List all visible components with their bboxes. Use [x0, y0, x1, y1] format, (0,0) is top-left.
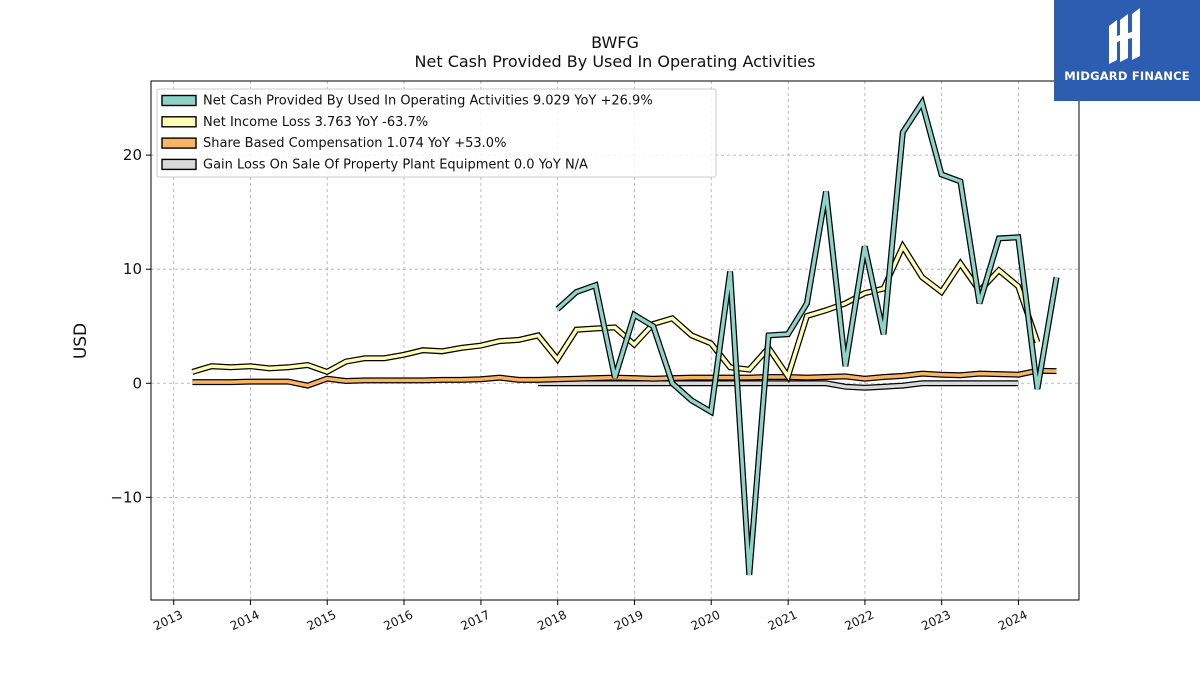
x-axis: 2013 2014 2015 2016 2017 2018 2019 2020 2021 2022…	[151, 600, 1030, 634]
x-tick-label: 2019	[612, 608, 646, 634]
legend-swatch	[161, 94, 197, 107]
chart-title: BWFG	[591, 33, 639, 52]
x-tick-label: 2013	[151, 608, 185, 634]
chart-subtitle: Net Cash Provided By Used In Operating A…	[414, 52, 816, 71]
x-tick-label: 2017	[458, 608, 492, 634]
legend-swatch	[161, 137, 197, 149]
y-tick-label: 10	[123, 260, 142, 278]
legend-entry: Share Based Compensation 1.074 YoY +53.0…	[203, 136, 506, 151]
legend-entry: Net Income Loss 3.763 YoY -63.7%	[203, 115, 428, 130]
plot-frame	[150, 80, 1080, 601]
series-line-net-cash-provided-by-used-in-operating-activities	[556, 98, 1059, 576]
x-tick-label: 2020	[689, 608, 723, 634]
brand-logo: MIDGARD FINANCE	[1054, 0, 1200, 101]
y-tick-label: 0	[132, 374, 142, 392]
legend-swatch	[161, 158, 197, 171]
x-tick-label: 2014	[228, 608, 262, 634]
y-tick-label: 20	[123, 146, 142, 164]
x-tick-label: 2015	[305, 608, 339, 634]
legend-entry: Net Cash Provided By Used In Operating A…	[203, 94, 653, 109]
legend-box	[156, 88, 717, 178]
x-tick-label: 2024	[996, 608, 1030, 634]
x-tick-label: 2016	[381, 608, 415, 634]
x-tick-label: 2022	[842, 608, 876, 634]
brand-logo-text: MIDGARD FINANCE	[1064, 69, 1190, 83]
series-line-gain-loss-on-sale-of-property-plant-equipment	[538, 381, 1019, 390]
series-line-share-based-compensation	[192, 368, 1057, 388]
legend-swatch	[161, 116, 197, 128]
x-tick-label: 2023	[919, 608, 953, 634]
y-axis: −10 0 10 20	[110, 146, 151, 506]
y-tick-label: −10	[110, 488, 142, 506]
series-outline-net-income-loss	[191, 240, 1041, 384]
x-tick-label: 2018	[535, 608, 569, 634]
legend-entry: Gain Loss On Sale Of Property Plant Equi…	[203, 157, 588, 172]
x-tick-label: 2021	[766, 608, 800, 634]
y-axis-label: USD	[71, 323, 91, 359]
midgard-logo-icon	[1109, 8, 1140, 64]
legend: Net Cash Provided By Used In Operating A…	[156, 88, 717, 178]
series-layer	[191, 95, 1060, 576]
series-line-net-income-loss	[191, 242, 1040, 381]
